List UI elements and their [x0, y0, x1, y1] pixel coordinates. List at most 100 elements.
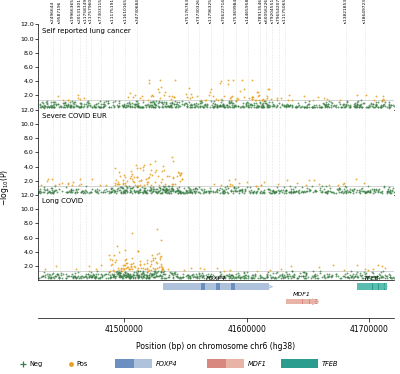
Point [340, 187, 347, 193]
Point [40, 102, 47, 108]
Text: rs186497231: rs186497231 [362, 0, 366, 24]
Point [78, 104, 84, 110]
Point [348, 274, 354, 280]
Point [296, 104, 303, 110]
Point [222, 186, 229, 192]
Point [189, 189, 196, 195]
Point [162, 188, 168, 194]
Point [346, 189, 353, 195]
Point [230, 188, 236, 194]
Point [177, 189, 183, 195]
Point [268, 96, 274, 102]
Point [333, 271, 339, 277]
Point [283, 101, 290, 107]
Point [164, 187, 171, 193]
Point [227, 273, 234, 279]
Point [208, 86, 214, 92]
Point [157, 84, 164, 90]
Point [113, 257, 119, 263]
Point [289, 97, 296, 103]
Point [135, 102, 141, 108]
Point [168, 93, 175, 99]
Point [69, 182, 75, 188]
Point [249, 96, 255, 102]
Point [286, 102, 293, 108]
Point [98, 273, 105, 279]
Point [196, 98, 203, 104]
Point [214, 103, 220, 109]
Point [154, 226, 160, 232]
Point [380, 274, 387, 280]
Point [164, 186, 171, 192]
Point [342, 184, 349, 190]
Point [169, 99, 175, 105]
Point [243, 272, 250, 278]
Point [353, 189, 360, 195]
Point [283, 104, 289, 110]
Point [186, 188, 193, 194]
Point [186, 189, 193, 195]
Point [244, 184, 250, 190]
Point [67, 189, 73, 195]
Point [145, 102, 152, 108]
Point [237, 104, 244, 110]
Point [160, 104, 166, 110]
Point [124, 185, 130, 191]
Point [367, 189, 373, 195]
Point [108, 104, 115, 110]
Point [170, 273, 176, 279]
Point [148, 186, 155, 192]
Point [174, 187, 180, 193]
Point [172, 103, 179, 109]
Point [200, 273, 206, 279]
Point [88, 274, 95, 280]
Point [183, 188, 189, 194]
Point [202, 101, 208, 107]
Point [103, 182, 109, 188]
Point [206, 190, 212, 196]
Point [185, 85, 192, 91]
Point [143, 272, 150, 278]
Point [53, 271, 60, 277]
Point [174, 185, 180, 191]
Point [321, 101, 327, 107]
Point [360, 100, 366, 106]
Point [277, 187, 284, 193]
Point [150, 104, 156, 110]
Point [369, 270, 376, 276]
Point [354, 101, 360, 107]
Point [181, 267, 188, 273]
Point [304, 101, 311, 107]
Point [347, 104, 354, 110]
Point [119, 185, 125, 191]
Point [167, 102, 173, 108]
Point [69, 179, 76, 185]
Point [178, 98, 185, 104]
Point [240, 270, 247, 276]
Point [121, 266, 128, 272]
Point [265, 186, 272, 192]
Point [219, 103, 226, 109]
Point [278, 266, 285, 272]
Point [48, 275, 54, 281]
Point [139, 184, 145, 190]
Point [340, 273, 346, 279]
Point [150, 99, 157, 105]
Bar [207, 359, 226, 368]
Point [144, 190, 150, 196]
Point [255, 93, 261, 99]
Point [80, 188, 87, 194]
Point [46, 188, 53, 194]
Point [229, 102, 236, 108]
Point [162, 275, 168, 281]
Point [310, 273, 317, 279]
Point [234, 95, 240, 101]
Point [148, 182, 154, 188]
Point [147, 258, 154, 264]
Point [140, 187, 147, 193]
Point [146, 274, 152, 280]
Point [340, 104, 347, 110]
Point [92, 273, 99, 279]
Point [147, 171, 154, 177]
Point [261, 187, 267, 193]
